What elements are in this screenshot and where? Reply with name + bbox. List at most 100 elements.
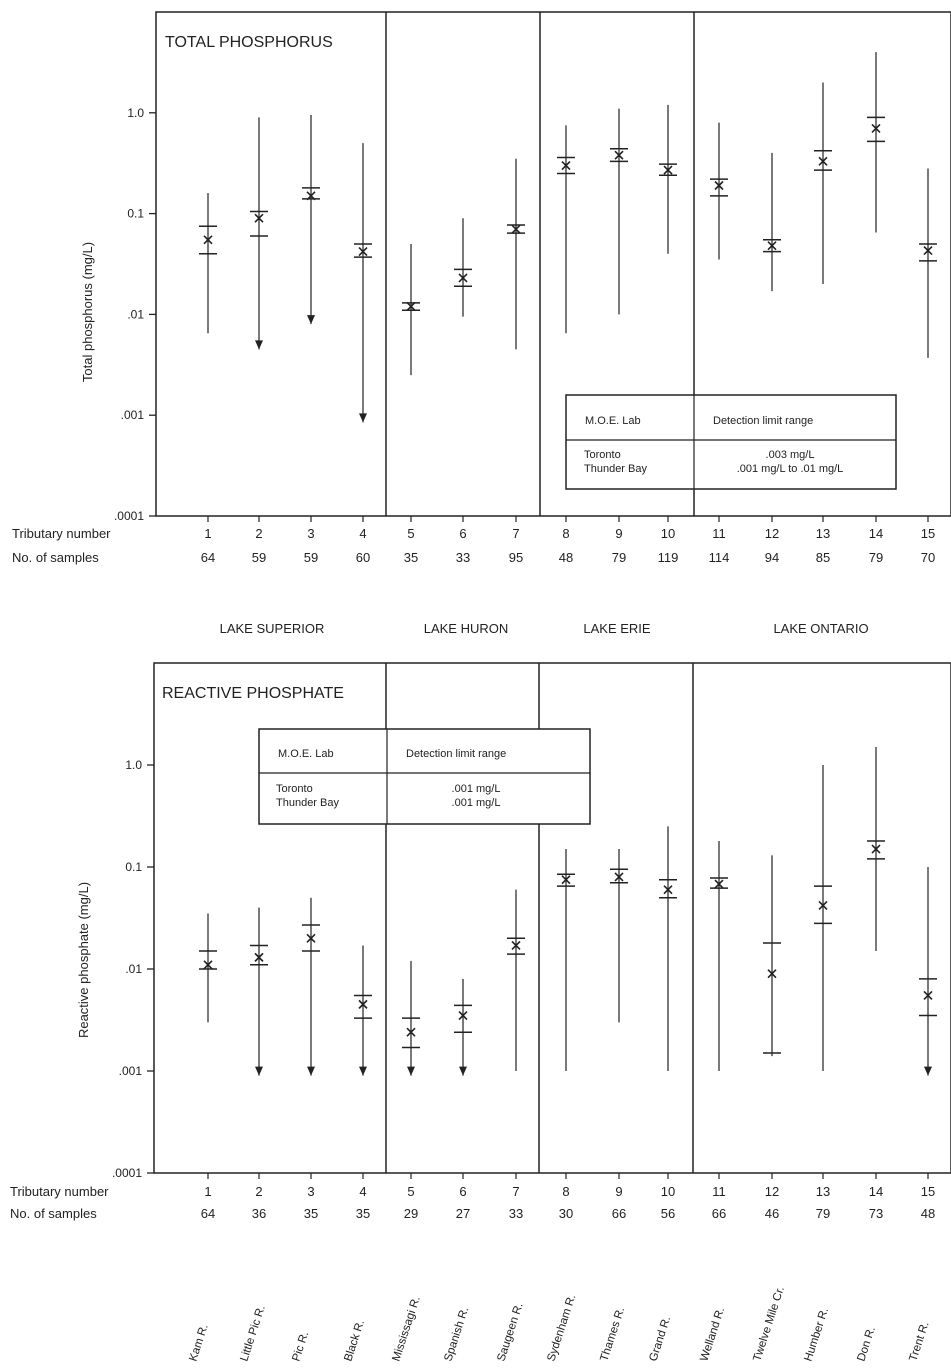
mean-marker xyxy=(406,1027,416,1037)
table-frame xyxy=(565,394,897,490)
tributary-number: 3 xyxy=(307,1184,314,1199)
mean-marker xyxy=(818,156,828,166)
tributary-number: 2 xyxy=(255,526,262,541)
table-cell-line: .001 mg/L to .01 mg/L xyxy=(737,463,844,475)
sample-count: 95 xyxy=(509,550,523,565)
lake-label: LAKE ONTARIO xyxy=(773,621,868,636)
table-cell-line: Thunder Bay xyxy=(276,797,339,809)
tributary-number: 11 xyxy=(712,526,726,541)
river-name: Don R. xyxy=(855,1325,877,1363)
tributary-number: 13 xyxy=(816,526,830,541)
mean-marker xyxy=(871,123,881,133)
sample-count: 94 xyxy=(765,550,779,565)
below-detection-arrow xyxy=(307,1066,315,1076)
river-name: Welland R. xyxy=(698,1306,727,1363)
y-tick-label: .001 xyxy=(121,408,145,422)
table-header-lab: M.O.E. Lab xyxy=(585,415,641,427)
tributary-number: 11 xyxy=(712,1184,726,1199)
tributary-number: 4 xyxy=(359,526,366,541)
plot-frame xyxy=(155,11,951,517)
mean-marker xyxy=(406,301,416,311)
mean-marker xyxy=(561,160,571,171)
sample-count: 56 xyxy=(661,1206,675,1221)
sample-count: 70 xyxy=(921,550,935,565)
tributary-number: 6 xyxy=(459,1184,466,1199)
tributary-number: 10 xyxy=(661,1184,675,1199)
table-cell-line: .001 mg/L xyxy=(452,783,501,795)
mean-marker xyxy=(923,245,933,256)
tributary-row-label: Tributary number xyxy=(10,1184,109,1199)
mean-marker xyxy=(818,900,828,910)
mean-marker xyxy=(714,180,724,191)
mean-marker xyxy=(767,969,777,979)
below-detection-arrow xyxy=(255,1066,263,1076)
table-cell-ranges: .003 mg/L .001 mg/L to .01 mg/L xyxy=(737,449,844,475)
tributary-number: 15 xyxy=(921,526,935,541)
y-tick-label: .001 xyxy=(119,1064,143,1078)
tributary-number: 2 xyxy=(255,1184,262,1199)
river-name: Trent R. xyxy=(907,1320,931,1363)
lake-labels: LAKE SUPERIOR LAKE HURON LAKE ERIE LAKE ONT… xyxy=(220,621,869,636)
mean-marker xyxy=(663,165,673,175)
samples-row-label: No. of samples xyxy=(12,550,99,565)
sample-count: 79 xyxy=(816,1206,830,1221)
y-tick-label: 1.0 xyxy=(127,106,144,120)
mean-marker xyxy=(306,933,316,943)
sample-count: 30 xyxy=(559,1206,573,1221)
y-tick-label: .01 xyxy=(125,962,142,976)
data-marks xyxy=(199,52,937,522)
y-tick-label: 0.1 xyxy=(125,860,142,874)
sample-count: 66 xyxy=(612,1206,626,1221)
table-header-range: Detection limit range xyxy=(713,415,813,427)
mean-marker xyxy=(714,879,724,889)
below-detection-arrow xyxy=(459,1066,467,1076)
below-detection-arrow xyxy=(255,340,263,350)
samples-row-label: No. of samples xyxy=(10,1206,97,1221)
tributary-number: 9 xyxy=(615,526,622,541)
sample-count: 85 xyxy=(816,550,830,565)
river-name: Grand R. xyxy=(647,1315,673,1363)
y-ticks: .0001 .001 .01 0.1 1.0 xyxy=(114,106,156,523)
sample-count: 33 xyxy=(456,550,470,565)
sample-count: 29 xyxy=(404,1206,418,1221)
y-tick-label: .0001 xyxy=(114,509,144,523)
sample-count: 59 xyxy=(304,550,318,565)
tributary-number: 7 xyxy=(512,526,519,541)
total-phosphorus-panel: TOTAL PHOSPHORUS Total phosphorus (mg/L)… xyxy=(12,11,951,565)
tributary-number: 7 xyxy=(512,1184,519,1199)
tributary-number: 6 xyxy=(459,526,466,541)
sample-count: 66 xyxy=(712,1206,726,1221)
tributary-number: 15 xyxy=(921,1184,935,1199)
sample-count: 73 xyxy=(869,1206,883,1221)
tributary-number: 14 xyxy=(869,1184,883,1199)
table-header-range: Detection limit range xyxy=(406,748,506,760)
river-name: Black R. xyxy=(342,1318,367,1362)
below-detection-arrow xyxy=(407,1066,415,1076)
tributary-number: 4 xyxy=(359,1184,366,1199)
mean-marker xyxy=(458,1010,468,1021)
below-detection-arrow xyxy=(924,1066,932,1076)
below-detection-arrow xyxy=(359,413,367,423)
river-name: Kam R. xyxy=(187,1323,210,1363)
sample-count: 33 xyxy=(509,1206,523,1221)
tributary-row-label: Tributary number xyxy=(12,526,111,541)
chart-title: TOTAL PHOSPHORUS xyxy=(165,34,333,51)
sample-count: 59 xyxy=(252,550,266,565)
river-name: Twelve Mile Cr. xyxy=(751,1285,787,1363)
mean-marker xyxy=(511,224,521,234)
table-cell-ranges: .001 mg/L .001 mg/L xyxy=(452,783,501,809)
table-frame xyxy=(258,728,591,825)
y-axis-label: Total phosphorus (mg/L) xyxy=(80,242,95,382)
tributary-number: 8 xyxy=(562,526,569,541)
tributary-number: 5 xyxy=(407,1184,414,1199)
chart-title: REACTIVE PHOSPHATE xyxy=(162,685,344,702)
sample-count: 119 xyxy=(658,550,679,565)
mean-marker xyxy=(663,885,673,895)
mean-marker xyxy=(511,940,521,951)
mean-marker xyxy=(254,952,264,962)
tributary-number: 1 xyxy=(204,1184,211,1199)
sample-count: 114 xyxy=(709,550,730,565)
mean-marker xyxy=(614,872,624,882)
